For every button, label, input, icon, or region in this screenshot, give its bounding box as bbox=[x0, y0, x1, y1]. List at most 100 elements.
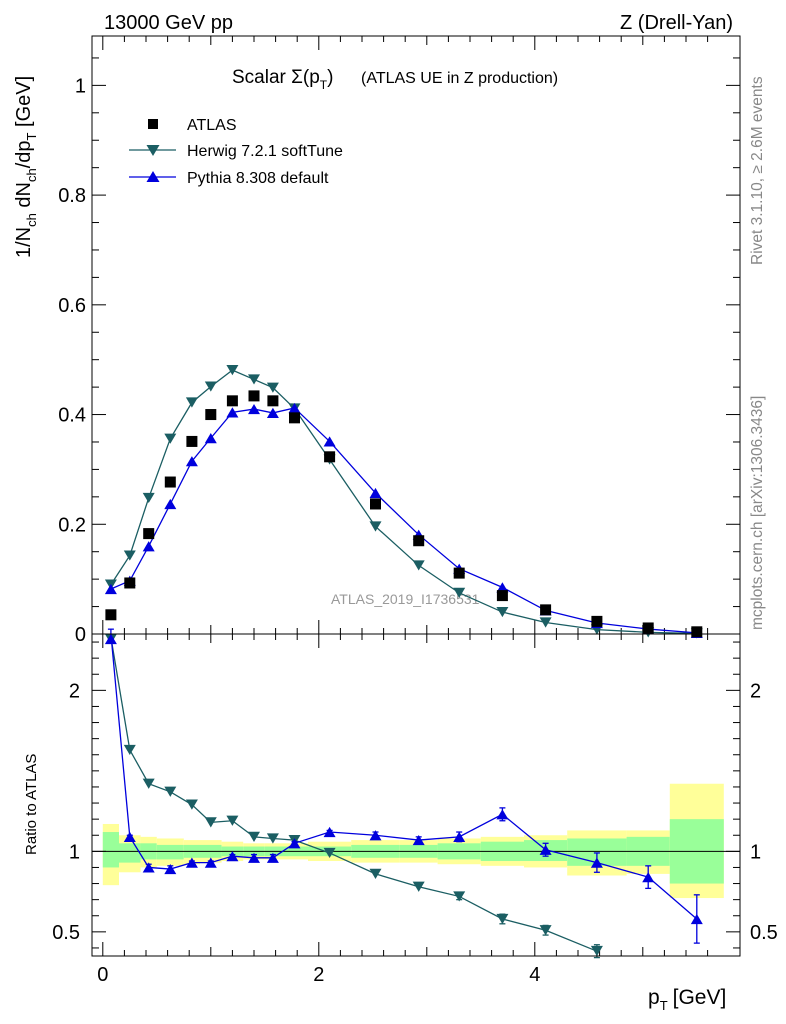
main-atlas-point bbox=[642, 622, 654, 634]
ratio-herwig-point bbox=[248, 831, 260, 842]
main-herwig-point bbox=[142, 492, 155, 504]
legend-label-herwig: Herwig 7.2.1 softTune bbox=[187, 143, 343, 160]
main-y-tick-label: 0.6 bbox=[58, 295, 86, 317]
legend-marker-herwig bbox=[146, 145, 160, 156]
header-left: 13000 GeV pp bbox=[104, 12, 233, 34]
ratio-herwig-point bbox=[323, 847, 336, 859]
ratio-herwig-line bbox=[110, 637, 598, 952]
main-herwig-point bbox=[204, 381, 217, 392]
main-pythia-point bbox=[104, 583, 117, 595]
main-herwig-point bbox=[453, 587, 466, 598]
main-pythia-point bbox=[323, 436, 336, 447]
ratio-panel: 0.5 0.5 1 1 2 2 0 2 4 Ratio to ATLAS pT [GeV] bbox=[23, 628, 778, 1013]
x-tick-label: 4 bbox=[529, 964, 540, 986]
main-herwig-point bbox=[539, 617, 552, 628]
main-x-ticks bbox=[102, 36, 709, 634]
main-atlas-point bbox=[413, 535, 425, 547]
ratio-pythia-point bbox=[590, 857, 603, 868]
main-y-tick-label: 1 bbox=[75, 75, 86, 97]
main-atlas-point bbox=[205, 409, 217, 421]
ratio-pythia-point bbox=[266, 852, 279, 863]
main-panel: ATLAS_2019_I1736531 0 0.2 0.4 0.6 0.8 1 Scala… bbox=[13, 35, 741, 646]
main-pythia-point bbox=[164, 498, 177, 510]
legend-label-pythia: Pythia 8.308 default bbox=[187, 170, 329, 187]
ratio-pythia-point bbox=[204, 857, 217, 868]
ratio-pythia-point bbox=[690, 913, 703, 925]
ratio-pythia-point bbox=[323, 826, 336, 838]
ratio-herwig-point bbox=[412, 881, 425, 892]
watermark: ATLAS_2019_I1736531 bbox=[331, 591, 480, 607]
ratio-y-label: Ratio to ATLAS bbox=[23, 754, 40, 855]
ratio-pythia-point bbox=[185, 857, 198, 868]
main-atlas-point bbox=[691, 626, 703, 638]
main-herwig-point bbox=[369, 521, 382, 532]
main-herwig-point bbox=[248, 374, 260, 385]
ratio-band-inner bbox=[102, 832, 119, 868]
ratio-pythia-point bbox=[369, 830, 382, 841]
ratio-pythia-point bbox=[642, 872, 655, 883]
main-atlas-point bbox=[540, 604, 552, 616]
main-pythia-point bbox=[288, 402, 301, 414]
ratio-band-inner bbox=[119, 843, 141, 863]
main-y-tick-label: 0.2 bbox=[58, 514, 86, 536]
ratio-herwig-point bbox=[496, 913, 509, 925]
ratio-y-tick-label: 0.5 bbox=[52, 922, 80, 944]
main-atlas-point bbox=[289, 412, 300, 424]
ratio-herwig-point bbox=[369, 868, 382, 879]
main-atlas-point bbox=[186, 435, 198, 447]
main-title-rest: (ATLAS UE in Z production) bbox=[361, 70, 558, 87]
ratio-herwig-point bbox=[226, 815, 239, 826]
ratio-herwig-point bbox=[204, 817, 217, 828]
ratio-pythia-point bbox=[453, 831, 466, 842]
legend-label-atlas: ATLAS bbox=[187, 117, 237, 134]
ratio-herwig-point bbox=[539, 925, 552, 936]
ratio-y-tick-label-right: 0.5 bbox=[750, 922, 778, 944]
legend-marker-atlas bbox=[148, 119, 158, 129]
ratio-pythia-point bbox=[226, 851, 239, 862]
ratio-series-herwig bbox=[104, 633, 603, 959]
main-herwig-point bbox=[226, 365, 239, 376]
ratio-pythia-point bbox=[164, 863, 177, 875]
ratio-pythia-point bbox=[496, 809, 509, 820]
ratio-y-ticks: 0.5 0.5 1 1 2 2 bbox=[52, 641, 778, 949]
main-atlas-point bbox=[324, 451, 336, 463]
main-pythia-point bbox=[369, 487, 382, 499]
main-atlas-point bbox=[496, 590, 508, 602]
main-atlas-point bbox=[267, 395, 279, 407]
main-pythia-point bbox=[185, 456, 198, 467]
rivet-label: Rivet 3.1.10, ≥ 2.6M events bbox=[749, 76, 766, 265]
main-atlas-point bbox=[591, 615, 603, 627]
ratio-pythia-point bbox=[539, 844, 552, 855]
ratio-herwig-point bbox=[142, 778, 155, 789]
main-pythia-point bbox=[204, 433, 217, 444]
main-herwig-point bbox=[185, 397, 198, 408]
main-atlas-point bbox=[143, 528, 155, 540]
main-atlas-point bbox=[164, 476, 176, 488]
legend: ATLAS Herwig 7.2.1 softTune Pythia 8.308… bbox=[129, 117, 343, 187]
main-pythia-point bbox=[496, 582, 509, 593]
ratio-herwig-point bbox=[266, 833, 279, 844]
ratio-pythia-point bbox=[288, 838, 301, 849]
ratio-herwig-point bbox=[590, 945, 603, 957]
main-series-atlas bbox=[105, 390, 703, 638]
ratio-herwig-point bbox=[123, 744, 136, 756]
main-atlas-point bbox=[453, 567, 465, 579]
main-atlas-point bbox=[226, 395, 238, 407]
ratio-herwig-point bbox=[164, 786, 177, 797]
ratio-herwig-point bbox=[453, 891, 466, 902]
ratio-pythia-point bbox=[142, 862, 155, 873]
main-y-ticks: 0 0.2 0.4 0.6 0.8 1 bbox=[58, 57, 740, 646]
x-axis-label: pT [GeV] bbox=[648, 986, 726, 1013]
x-tick-label: 0 bbox=[97, 964, 108, 986]
header-right: Z (Drell-Yan) bbox=[620, 12, 733, 34]
main-y-label: 1/Nch dNch/dpT [GeV] bbox=[13, 76, 39, 258]
ratio-band-inner bbox=[156, 844, 184, 860]
ratio-y-tick-label: 1 bbox=[69, 841, 80, 863]
ratio-series-pythia bbox=[104, 628, 703, 944]
ratio-pythia-point bbox=[412, 834, 425, 846]
mcplots-label: mcplots.cern.ch [arXiv:1306.3436] bbox=[749, 396, 766, 630]
ratio-pythia-point bbox=[248, 852, 260, 863]
main-herwig-point bbox=[266, 382, 279, 393]
ratio-y-tick-label-right: 1 bbox=[750, 841, 761, 863]
